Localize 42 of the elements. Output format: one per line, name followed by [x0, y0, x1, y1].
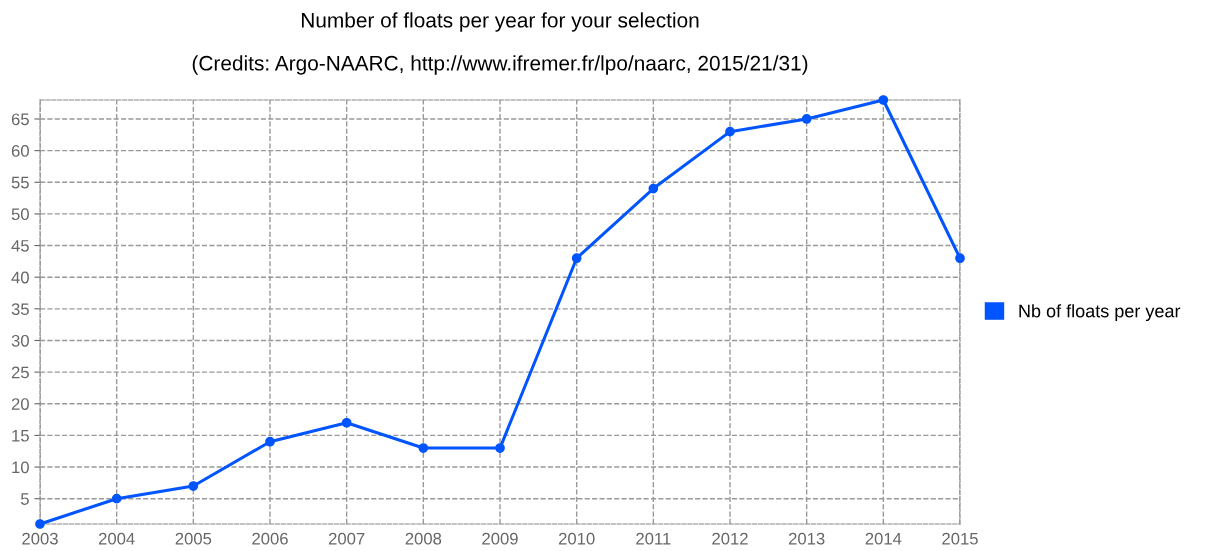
x-tick-label: 2009: [482, 532, 518, 545]
point: [111, 493, 122, 504]
y-tick-label: 50: [11, 208, 29, 221]
point: [188, 481, 199, 491]
point: [878, 95, 889, 105]
x-tick-label: 2006: [252, 532, 288, 545]
y-tick-label: 30: [11, 334, 29, 347]
chart-subtitle: (Credits: Argo-NAARC, http://www.ifremer.fr/lpo/naarc, 2015/21/31): [192, 55, 808, 75]
x-tick-label: 2011: [636, 532, 671, 545]
point: [725, 126, 735, 137]
y-tick-label: 40: [11, 271, 29, 284]
y-tick-label: 10: [12, 461, 29, 474]
x-tick-label: 2014: [865, 532, 902, 545]
x-tick-label: 2008: [405, 532, 442, 545]
point: [648, 183, 659, 194]
point: [35, 519, 45, 529]
point: [265, 436, 275, 447]
y-tick-label: 55: [11, 176, 29, 189]
x-tick-label: 2010: [558, 532, 595, 545]
y-tick-label: 25: [11, 366, 29, 379]
point: [418, 443, 429, 453]
x-tick-label: 2013: [788, 532, 825, 545]
y-tick-label: 5: [20, 493, 29, 505]
x-tick-label: 2012: [712, 532, 748, 545]
y-tick-label: 60: [11, 145, 29, 157]
y-tick-label: 35: [11, 303, 29, 316]
point: [801, 114, 812, 124]
y-tick-label: 65: [11, 113, 29, 126]
point: [955, 253, 965, 264]
y-tick-label: 15: [12, 429, 29, 442]
point: [571, 253, 582, 264]
x-tick-label: 2007: [328, 532, 365, 545]
point: [341, 417, 352, 428]
x-tick-label: 2003: [22, 532, 58, 545]
legend-label: Nb of floats per year: [1019, 304, 1181, 322]
x-tick-label: 2004: [98, 532, 135, 545]
chart-title: Number of floats per year for your selection: [301, 12, 699, 32]
y-tick-label: 20: [11, 398, 29, 410]
point: [495, 443, 505, 453]
x-tick-label: 2015: [942, 532, 978, 545]
x-tick-label: 2005: [175, 532, 212, 545]
y-tick-label: 45: [11, 240, 29, 252]
